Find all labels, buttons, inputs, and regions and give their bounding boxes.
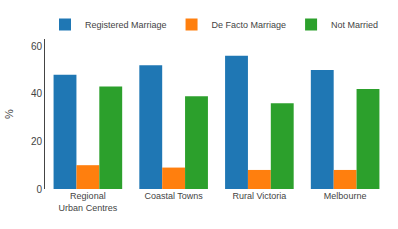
svg-text:%: % bbox=[3, 109, 15, 119]
svg-text:RegionalUrban Centres: RegionalUrban Centres bbox=[59, 191, 118, 213]
svg-text:Registered Marriage: Registered Marriage bbox=[85, 20, 167, 30]
svg-text:Coastal Towns: Coastal Towns bbox=[144, 191, 203, 201]
svg-text:0: 0 bbox=[36, 184, 42, 195]
svg-text:De Facto Marriage: De Facto Marriage bbox=[212, 20, 287, 30]
svg-text:20: 20 bbox=[31, 136, 43, 147]
svg-text:60: 60 bbox=[31, 41, 43, 52]
svg-text:Rural Victoria: Rural Victoria bbox=[232, 191, 286, 201]
svg-text:Not Married: Not Married bbox=[331, 20, 378, 30]
svg-text:40: 40 bbox=[31, 88, 43, 99]
svg-text:Melbourne: Melbourne bbox=[324, 191, 367, 201]
